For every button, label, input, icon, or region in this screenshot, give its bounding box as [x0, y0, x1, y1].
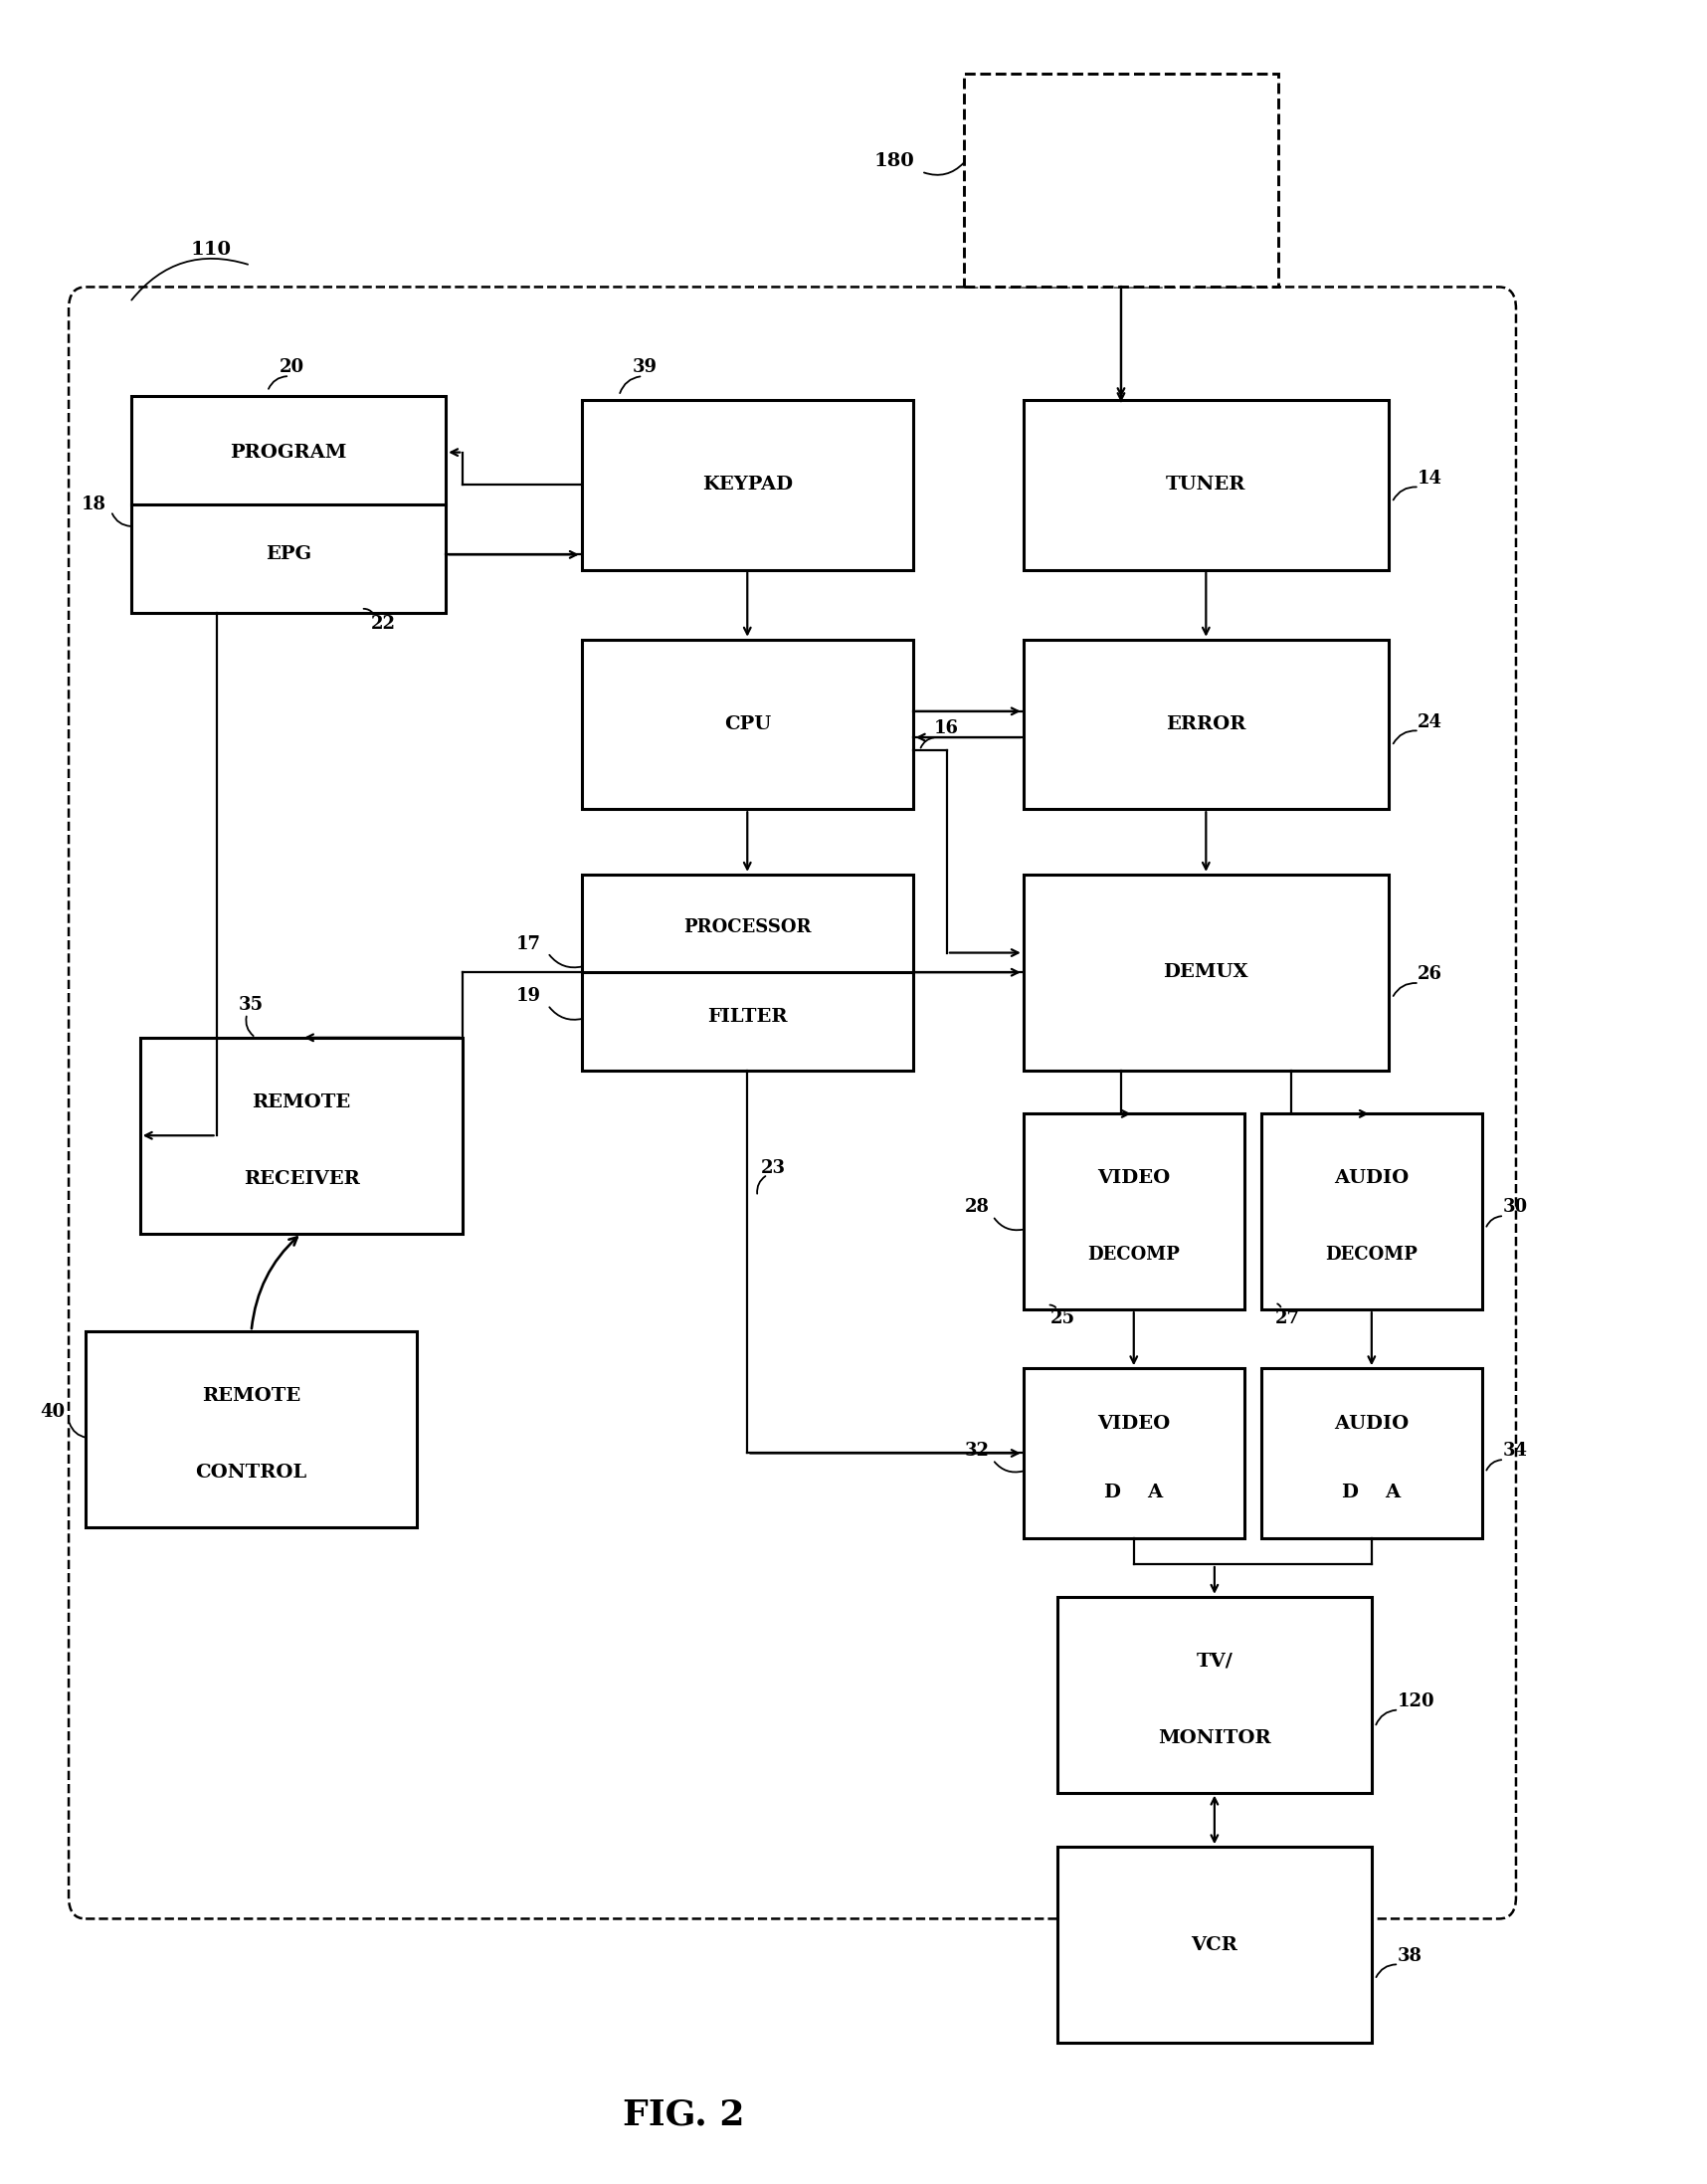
Text: 35: 35	[239, 996, 263, 1013]
Text: 110: 110	[191, 240, 232, 260]
Text: RECEIVER: RECEIVER	[244, 1171, 360, 1188]
Text: MONITOR: MONITOR	[1157, 1730, 1272, 1747]
Text: 14: 14	[1417, 470, 1442, 487]
Text: DECOMP: DECOMP	[1087, 1245, 1180, 1265]
Text: 38: 38	[1396, 1946, 1422, 1966]
Bar	[85, 1332, 417, 1527]
Text: EPG: EPG	[266, 546, 312, 563]
Text: 40: 40	[41, 1402, 65, 1422]
Bar	[964, 74, 1279, 286]
Text: 34: 34	[1502, 1441, 1528, 1459]
Text: CPU: CPU	[724, 716, 772, 734]
Text: AUDIO: AUDIO	[1335, 1415, 1408, 1433]
Bar	[1057, 1848, 1372, 2042]
Text: 19: 19	[516, 987, 541, 1005]
Text: 26: 26	[1417, 965, 1442, 983]
Bar	[1057, 1597, 1372, 1793]
Text: 32: 32	[964, 1441, 990, 1459]
Text: VCR: VCR	[1191, 1935, 1238, 1955]
Bar	[140, 1037, 463, 1234]
Text: REMOTE: REMOTE	[253, 1094, 350, 1112]
Bar	[1024, 400, 1388, 570]
Text: 28: 28	[964, 1199, 990, 1216]
Text: PROGRAM: PROGRAM	[230, 443, 347, 461]
Text: 120: 120	[1396, 1693, 1434, 1710]
Bar	[131, 395, 446, 614]
Text: 23: 23	[761, 1160, 785, 1177]
Text: TV/: TV/	[1197, 1653, 1232, 1671]
Text: 24: 24	[1417, 714, 1442, 732]
Bar	[1024, 1114, 1244, 1310]
Text: FIG. 2: FIG. 2	[623, 2097, 744, 2132]
Text: REMOTE: REMOTE	[201, 1387, 300, 1404]
Bar	[582, 400, 913, 570]
Text: 17: 17	[516, 935, 541, 952]
Text: 180: 180	[874, 153, 915, 170]
Text: KEYPAD: KEYPAD	[702, 476, 792, 494]
Text: ERROR: ERROR	[1166, 716, 1246, 734]
Bar	[1261, 1114, 1482, 1310]
Text: 20: 20	[280, 358, 304, 376]
Bar	[1024, 874, 1388, 1070]
Bar	[1024, 640, 1388, 808]
Bar	[582, 640, 913, 808]
Text: CONTROL: CONTROL	[196, 1463, 307, 1481]
Text: PROCESSOR: PROCESSOR	[683, 917, 811, 937]
Text: FILTER: FILTER	[707, 1009, 787, 1026]
Bar	[1024, 1369, 1244, 1538]
Text: 18: 18	[82, 496, 106, 513]
Text: 30: 30	[1502, 1199, 1528, 1216]
Text: AUDIO: AUDIO	[1335, 1168, 1408, 1188]
Bar	[582, 874, 913, 1070]
Text: DEMUX: DEMUX	[1164, 963, 1248, 981]
Text: VIDEO: VIDEO	[1098, 1415, 1171, 1433]
Text: 27: 27	[1275, 1310, 1299, 1328]
Text: TUNER: TUNER	[1166, 476, 1246, 494]
Text: 22: 22	[370, 616, 396, 633]
Text: D    A: D A	[1342, 1483, 1401, 1500]
Text: DECOMP: DECOMP	[1325, 1245, 1419, 1265]
Bar	[1261, 1369, 1482, 1538]
Text: D    A: D A	[1104, 1483, 1162, 1500]
Text: VIDEO: VIDEO	[1098, 1168, 1171, 1188]
Text: 39: 39	[633, 358, 657, 376]
Text: 25: 25	[1050, 1310, 1075, 1328]
Text: 16: 16	[934, 721, 958, 738]
